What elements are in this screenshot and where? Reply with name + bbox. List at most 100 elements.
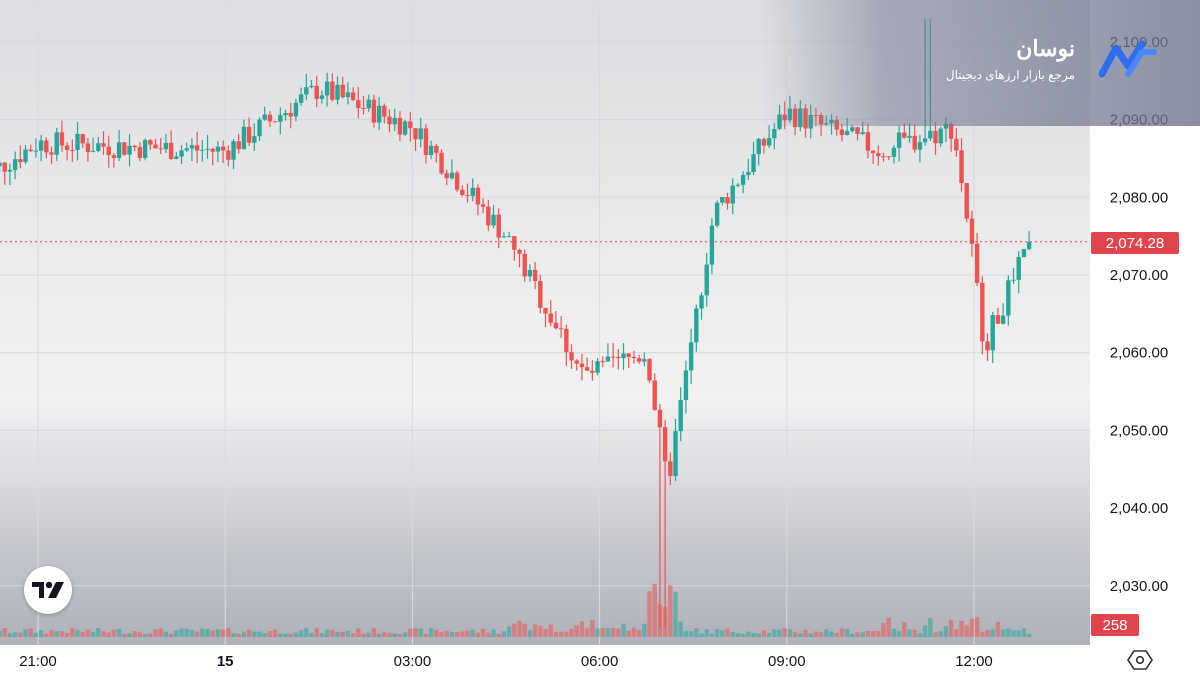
candle-body [335,84,340,100]
candle-body [18,159,23,163]
candle-body [527,269,533,277]
candle-body [844,131,850,135]
volume-bar [735,632,741,637]
candle-body [314,85,319,100]
volume-label: 258 [1102,617,1127,634]
volume-bar [943,626,949,637]
volume-bar [980,631,985,637]
volume-bar [688,631,694,637]
candle-body [252,136,257,143]
volume-bar [215,629,221,637]
candle-body [59,132,65,146]
candle-body [387,116,392,125]
volume-bar [397,633,403,637]
candle-body [657,409,663,428]
candle-body [543,307,548,314]
volume-bar [907,629,912,637]
volume-bar [543,629,548,637]
volume-bar [850,633,855,637]
volume-bar [886,617,891,637]
candle-body [678,399,683,432]
candle-body [943,123,949,129]
volume-bar [584,628,590,637]
candle-body [980,282,985,342]
volume-bar [475,632,481,637]
volume-bar [298,630,304,637]
candle-body [70,149,75,151]
volume-bar [356,628,361,637]
volume-bar [0,631,2,637]
volume-bar [1021,628,1027,637]
volume-bar [111,629,117,637]
volume-bar [371,628,377,637]
candle-body [891,147,897,157]
candle-body [330,81,335,100]
candle-body [486,206,491,226]
volume-bar [486,632,491,637]
volume-bar [158,628,163,637]
candle-body [465,195,470,197]
candle-body [990,315,995,351]
time-axis[interactable]: 21:00 15 03:00 06:00 09:00 12:00 [19,653,993,670]
candle-body [241,126,247,150]
volume-bar [163,631,169,637]
volume-bar [49,630,54,637]
volume-bar [538,625,543,637]
candle-body [673,431,678,476]
volume-bar [766,632,772,637]
candle-body [309,85,314,88]
volume-bar [153,629,158,637]
volume-bar [761,630,767,637]
volume-bar [262,633,267,637]
candle-body [168,142,174,159]
volume-bar [278,633,283,637]
volume-bar [855,632,860,637]
candle-body [111,155,117,158]
tradingview-logo-icon[interactable] [24,566,72,614]
volume-bar [694,628,699,637]
candle-body [80,133,85,144]
candle-body [434,145,439,153]
volume-bar [96,628,101,637]
volume-bar [465,630,470,637]
price-tick-label: 2,040.00 [1110,500,1168,517]
candle-body [532,269,538,282]
candle-body [631,356,637,359]
candle-body [574,360,579,364]
volume-bar [569,628,574,637]
candle-body [985,341,990,351]
settings-hexagon-icon [1127,650,1153,670]
candle-body [538,281,543,308]
volume-bar [283,633,288,637]
candle-body [907,135,912,138]
volume-bar [746,631,751,637]
volume-bar [210,630,215,637]
time-tick-label: 15 [217,653,234,670]
volume-bar [319,633,325,637]
candle-body [600,361,605,363]
volume-bar [59,631,65,637]
candle-body [688,342,694,371]
volume-bar [553,631,559,637]
candle-body [272,121,278,123]
candle-body [257,119,262,137]
candle-body [933,130,938,144]
candle-body [501,236,507,238]
volume-bar [922,625,928,637]
candle-body [548,313,553,323]
volume-bar [80,631,85,637]
brand-tagline: مرجع بازار ارزهای دیجیتال [945,68,1075,82]
volume-bar [558,631,564,637]
volume-bar [813,631,819,637]
volume-bar [148,633,153,637]
volume-bar [595,628,600,637]
volume-bar [683,630,689,637]
time-tick-label: 06:00 [581,653,619,670]
chart-settings-icon[interactable] [1127,649,1153,671]
volume-bar [714,629,720,637]
candle-body [184,148,189,151]
volume-bar [590,620,595,637]
volume-bar [636,629,642,637]
candle-body [356,100,361,108]
volume-bar [439,632,444,637]
